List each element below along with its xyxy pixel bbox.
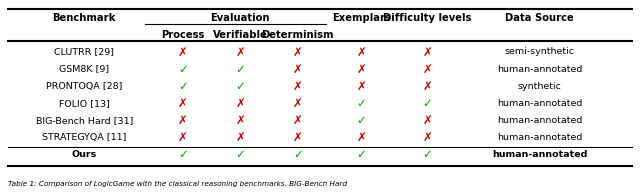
Text: ✗: ✗ — [236, 45, 245, 58]
Text: PRONTOQA [28]: PRONTOQA [28] — [46, 82, 122, 91]
Text: ✗: ✗ — [356, 45, 366, 58]
Text: ✓: ✓ — [178, 148, 188, 161]
Text: Verifiable: Verifiable — [213, 30, 268, 40]
Text: ✗: ✗ — [422, 45, 432, 58]
Text: Difficulty levels: Difficulty levels — [383, 13, 471, 23]
Text: ✓: ✓ — [422, 97, 432, 110]
Text: CLUTRR [29]: CLUTRR [29] — [54, 47, 114, 57]
Text: human-annotated: human-annotated — [497, 99, 582, 108]
Text: ✗: ✗ — [236, 97, 245, 110]
Text: human-annotated: human-annotated — [497, 133, 582, 142]
Text: GSM8K [9]: GSM8K [9] — [59, 65, 109, 74]
Text: ✗: ✗ — [236, 131, 245, 144]
Text: Ours: Ours — [72, 150, 97, 159]
Text: ✓: ✓ — [236, 63, 245, 76]
Text: ✓: ✓ — [422, 148, 432, 161]
Text: ✓: ✓ — [356, 114, 366, 127]
Text: ✓: ✓ — [356, 148, 366, 161]
Text: human-annotated: human-annotated — [492, 150, 588, 159]
Text: Evaluation: Evaluation — [211, 13, 270, 23]
Text: Exemplars: Exemplars — [332, 13, 391, 23]
Text: ✓: ✓ — [178, 80, 188, 93]
Text: semi-synthetic: semi-synthetic — [505, 47, 575, 57]
Text: ✗: ✗ — [422, 131, 432, 144]
Text: ✗: ✗ — [178, 114, 188, 127]
Text: FOLIO [13]: FOLIO [13] — [59, 99, 109, 108]
Text: Benchmark: Benchmark — [52, 13, 116, 23]
Text: STRATEGYQA [11]: STRATEGYQA [11] — [42, 133, 127, 142]
Text: ✗: ✗ — [356, 131, 366, 144]
Text: ✗: ✗ — [356, 80, 366, 93]
Text: ✗: ✗ — [292, 80, 303, 93]
Text: ✗: ✗ — [178, 45, 188, 58]
Text: BIG-Bench Hard [31]: BIG-Bench Hard [31] — [36, 116, 133, 125]
Text: ✗: ✗ — [292, 63, 303, 76]
Text: ✓: ✓ — [236, 80, 245, 93]
Text: human-annotated: human-annotated — [497, 65, 582, 74]
Text: ✓: ✓ — [292, 148, 303, 161]
Text: ✓: ✓ — [356, 97, 366, 110]
Text: Determinism: Determinism — [262, 30, 334, 40]
Text: ✗: ✗ — [292, 97, 303, 110]
Text: synthetic: synthetic — [518, 82, 562, 91]
Text: Table 1: Comparison of LogicGame with the classical reasoning benchmarks. BIG-Be: Table 1: Comparison of LogicGame with th… — [8, 181, 347, 187]
Text: human-annotated: human-annotated — [497, 116, 582, 125]
Text: ✗: ✗ — [292, 45, 303, 58]
Text: ✗: ✗ — [236, 114, 245, 127]
Text: ✗: ✗ — [292, 114, 303, 127]
Text: Process: Process — [161, 30, 205, 40]
Text: ✗: ✗ — [178, 131, 188, 144]
Text: ✗: ✗ — [178, 97, 188, 110]
Text: ✗: ✗ — [422, 114, 432, 127]
Text: ✓: ✓ — [178, 63, 188, 76]
Text: ✗: ✗ — [422, 80, 432, 93]
Text: ✗: ✗ — [356, 63, 366, 76]
Text: ✓: ✓ — [236, 148, 245, 161]
Text: ✗: ✗ — [292, 131, 303, 144]
Text: ✗: ✗ — [422, 63, 432, 76]
Text: Data Source: Data Source — [506, 13, 574, 23]
